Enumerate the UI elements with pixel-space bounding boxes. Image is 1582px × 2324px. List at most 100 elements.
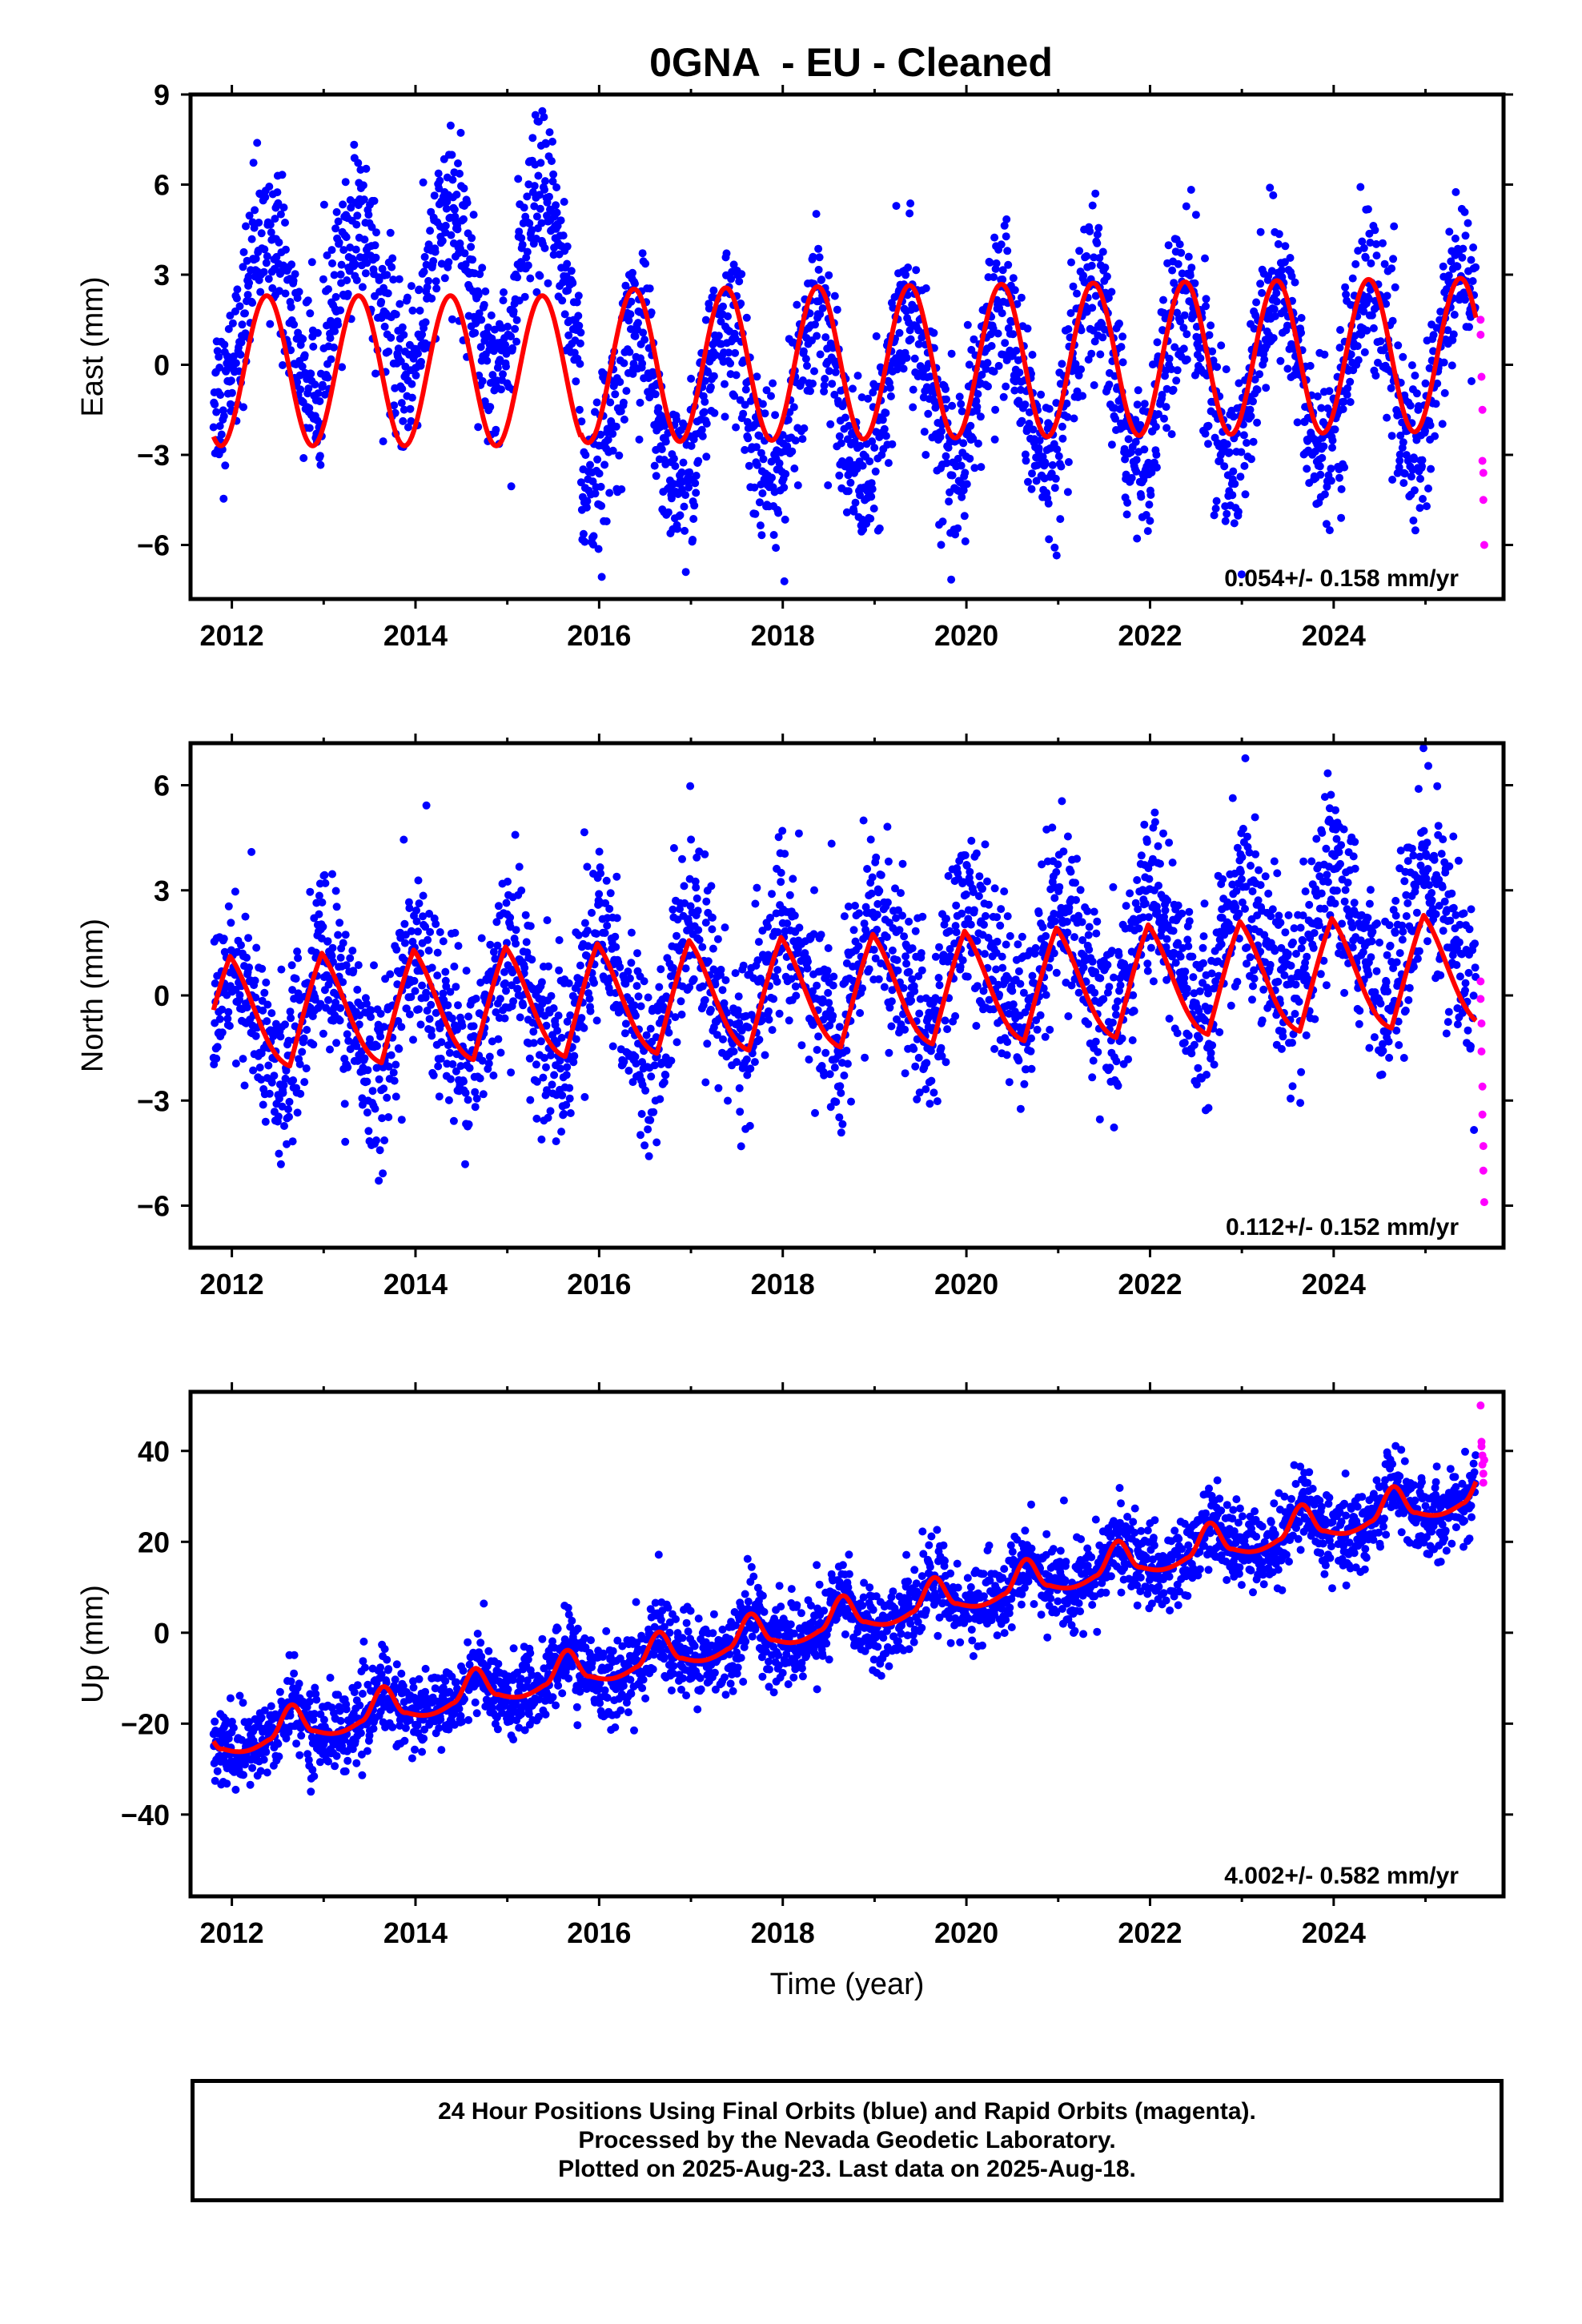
east-final-point [1137,493,1146,501]
north-final-point [261,1117,270,1126]
north-final-point [721,976,730,984]
north-final-point [529,1039,538,1047]
east-final-point [628,268,636,277]
north-final-point [397,1116,406,1124]
north-final-point [595,890,604,899]
north-final-point [877,870,885,879]
east-final-point [1337,485,1346,493]
east-final-point [540,185,548,194]
east-final-point [1205,331,1214,340]
east-final-point [1050,484,1059,493]
north-final-point [1090,907,1098,916]
north-final-point [376,1009,385,1018]
north-final-point [397,1023,406,1031]
east-final-point [1201,254,1209,263]
north-final-point [952,901,961,910]
north-final-point [416,1020,425,1029]
east-final-point [1131,416,1140,424]
east-final-point [320,390,329,399]
east-final-point [970,335,978,344]
east-final-point [313,328,322,337]
north-final-point [1002,1051,1011,1059]
north-final-point [419,891,428,900]
east-final-point [727,275,736,283]
north-final-point [452,983,460,991]
east-final-point [512,316,521,324]
east-final-point [909,403,917,412]
east-final-point [560,310,569,319]
east-final-point [242,222,250,231]
east-final-point [264,275,273,283]
east-final-point [370,196,379,205]
north-final-point [922,1059,931,1068]
east-final-point [497,385,505,394]
east-final-point [1395,456,1404,465]
north-final-point [543,1086,551,1095]
north-final-point [1089,1056,1098,1065]
north-final-point [829,981,837,990]
east-final-point [1371,226,1379,235]
north-final-point [1116,981,1125,990]
east-final-point [404,423,412,432]
north-final-point [640,977,648,986]
north-final-point [363,1066,372,1075]
north-final-point [231,1059,240,1068]
east-final-point [648,372,657,380]
north-final-point [1105,983,1114,991]
north-final-point [969,888,978,896]
east-final-point [1269,334,1278,343]
north-final-point [1103,960,1112,969]
east-final-point [1202,295,1211,304]
east-final-point [1356,183,1365,191]
east-final-point [556,216,565,225]
north-final-point [560,1109,568,1118]
north-final-point [744,1023,753,1031]
north-final-point [231,887,239,896]
east-final-point [990,273,998,281]
north-final-point [245,963,254,972]
north-final-point [1020,1080,1029,1088]
east-final-point [295,287,303,296]
east-final-point [416,306,424,315]
north-final-point [224,1007,233,1016]
east-final-point [870,444,879,452]
east-final-point [1328,444,1336,452]
north-final-point [326,1045,334,1054]
east-final-point [576,328,585,337]
east-final-point [973,403,982,411]
east-final-point [350,140,359,149]
north-final-point [239,1055,247,1063]
east-final-point [793,481,802,489]
east-final-point [438,236,447,245]
east-final-point [1073,289,1081,298]
north-final-point [572,1035,580,1043]
north-final-point [334,931,343,939]
east-final-point [841,413,849,422]
east-final-point [253,139,262,147]
north-final-point [583,927,592,935]
east-final-point [957,461,966,470]
east-final-point [371,369,379,378]
east-final-point [487,311,496,320]
east-final-point [701,397,709,406]
east-final-point [691,479,700,488]
east-final-point [228,319,237,328]
east-final-point [1458,253,1467,262]
east-final-point [1291,278,1299,287]
east-final-point [849,384,857,393]
east-final-point [926,372,934,381]
east-final-point [948,471,957,480]
north-final-point [464,1120,473,1128]
north-final-point [951,922,960,931]
north-final-point [433,948,442,957]
north-final-point [840,1072,849,1080]
east-final-point [825,367,833,376]
east-final-point [977,463,986,472]
east-final-point [692,472,701,480]
east-final-point [1343,384,1352,392]
east-final-point [719,302,727,311]
north-final-point [412,906,420,915]
east-final-point [250,223,259,232]
east-final-point [966,421,975,430]
north-final-point [973,982,982,991]
